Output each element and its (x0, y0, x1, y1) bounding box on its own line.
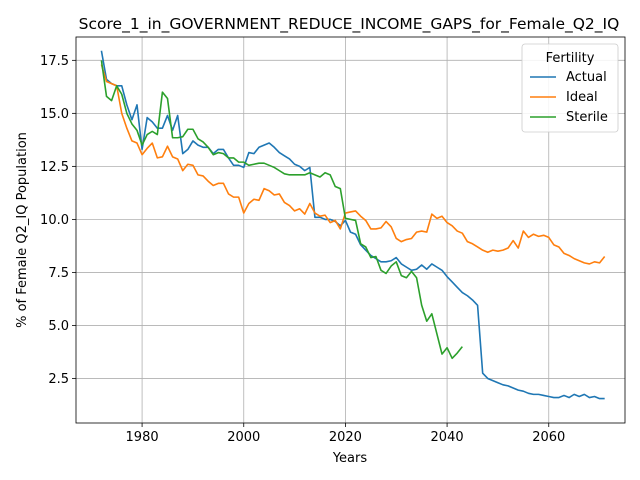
legend-box (521, 43, 619, 133)
y-tick-label: 15.0 (40, 107, 69, 122)
x-axis-label: Years (332, 451, 368, 466)
legend-entries: Actual Ideal Sterile (530, 70, 608, 125)
x-tick-label: 2000 (227, 430, 260, 445)
y-tick-label: 17.5 (40, 54, 69, 69)
y-tick-label: 2.5 (48, 372, 69, 387)
x-tick-label: 1980 (126, 430, 159, 445)
legend-label-ideal: Ideal (566, 90, 598, 105)
y-tick-label: 5.0 (48, 319, 69, 334)
x-axis: 1980 2000 2020 2040 2060 (126, 423, 565, 445)
legend: Fertility Actual Ideal Sterile (521, 43, 619, 133)
y-tick-label: 7.5 (48, 266, 69, 281)
series-line-sterile (100, 60, 463, 360)
y-axis-label: % of Female Q2_IQ Population (15, 132, 30, 328)
x-tick-label: 2060 (532, 430, 565, 445)
x-tick-label: 2020 (329, 430, 362, 445)
y-tick-label: 10.0 (40, 213, 69, 228)
y-axis: 2.5 5.0 7.5 10.0 12.5 15.0 17.5 (40, 54, 76, 387)
x-tick-label: 2040 (431, 430, 464, 445)
legend-title: Fertility (546, 51, 595, 66)
series-layer (100, 50, 606, 400)
legend-label-actual: Actual (566, 70, 607, 85)
series-line-ideal (100, 64, 606, 265)
plot-frame (75, 36, 626, 424)
legend-label-sterile: Sterile (566, 110, 608, 125)
series-line-actual (100, 50, 605, 400)
chart-title: Score_1_in_GOVERNMENT_REDUCE_INCOME_GAPS… (79, 15, 620, 34)
y-tick-label: 12.5 (40, 160, 69, 175)
